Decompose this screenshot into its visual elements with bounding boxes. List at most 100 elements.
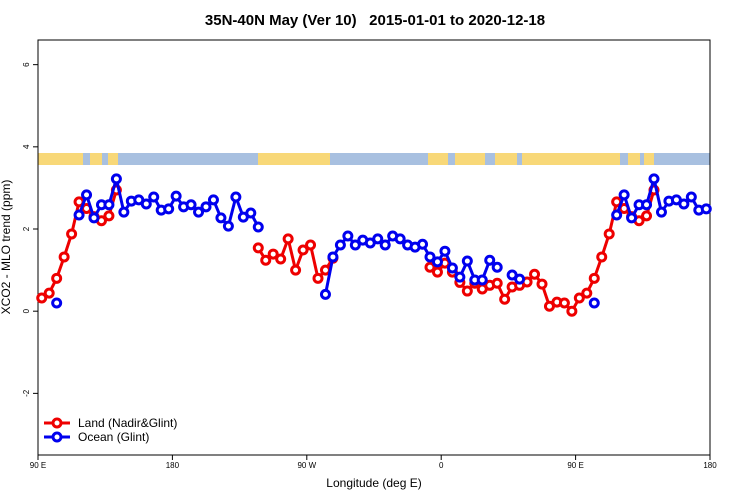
point	[618, 189, 630, 201]
point	[431, 256, 443, 268]
point	[641, 199, 653, 211]
plot-frame	[37, 39, 711, 456]
point	[319, 288, 331, 300]
point	[51, 272, 63, 284]
point	[491, 277, 503, 289]
point	[566, 305, 578, 317]
point	[200, 201, 212, 213]
legend-label: Ocean (Glint)	[78, 430, 149, 444]
point	[334, 239, 346, 251]
point	[207, 194, 219, 206]
point	[596, 251, 608, 263]
point	[626, 212, 638, 224]
point	[148, 191, 160, 203]
point	[51, 297, 63, 309]
point	[536, 278, 548, 290]
point	[700, 203, 712, 215]
point	[685, 191, 697, 203]
point	[655, 206, 667, 218]
point	[185, 199, 197, 211]
point	[394, 233, 406, 245]
point	[163, 203, 175, 215]
point	[431, 266, 443, 278]
point	[484, 254, 496, 266]
point	[73, 209, 85, 221]
point	[342, 230, 354, 242]
point	[267, 248, 279, 260]
x-tick-label: 90 E	[30, 461, 46, 470]
point	[193, 206, 205, 218]
point	[581, 287, 593, 299]
point	[424, 251, 436, 263]
point	[349, 239, 361, 251]
point	[446, 262, 458, 274]
point	[58, 251, 70, 263]
point	[252, 221, 264, 233]
x-tick-label: 90 E	[567, 461, 583, 470]
point	[252, 242, 264, 254]
point	[282, 233, 294, 245]
x-tick-label: 90 W	[297, 461, 316, 470]
point	[514, 273, 526, 285]
point	[170, 190, 182, 202]
y-tick-label: 4	[22, 144, 31, 149]
y-tick-label: -2	[22, 389, 31, 397]
point	[118, 206, 130, 218]
point	[558, 297, 570, 309]
point	[312, 272, 324, 284]
point	[588, 297, 600, 309]
point	[81, 189, 93, 201]
point	[88, 212, 100, 224]
point	[305, 239, 317, 251]
point	[417, 238, 429, 250]
point	[379, 239, 391, 251]
point	[461, 255, 473, 267]
point	[43, 287, 55, 299]
point	[439, 245, 451, 257]
legend-label: Land (Nadir&Glint)	[78, 416, 177, 430]
land-ocean-strip	[38, 153, 710, 165]
y-tick-label: 0	[22, 308, 31, 313]
point	[573, 292, 585, 304]
point	[222, 220, 234, 232]
point	[215, 212, 227, 224]
point	[611, 209, 623, 221]
chart-title: 35N-40N May (Ver 10) 2015-01-01 to 2020-…	[205, 12, 545, 29]
y-tick-label: 2	[22, 226, 31, 231]
point	[297, 244, 309, 256]
point	[103, 210, 115, 222]
point	[327, 251, 339, 263]
point	[372, 233, 384, 245]
point	[275, 253, 287, 265]
point	[491, 261, 503, 273]
y-axis-label: XCO2 - MLO trend (ppm)	[0, 180, 13, 315]
point	[603, 228, 615, 240]
legend-marker	[51, 417, 63, 429]
x-tick-label: 180	[703, 461, 717, 470]
x-tick-label: 180	[166, 461, 180, 470]
point	[424, 261, 436, 273]
x-tick-label: 0	[439, 461, 444, 470]
point	[648, 173, 660, 185]
y-tick-label: 6	[22, 62, 31, 67]
point	[588, 272, 600, 284]
legend-marker	[51, 431, 63, 443]
point	[678, 198, 690, 210]
point	[476, 274, 488, 286]
point	[290, 264, 302, 276]
point	[529, 268, 541, 280]
series-line	[40, 189, 656, 313]
point	[245, 207, 257, 219]
point	[103, 199, 115, 211]
point	[454, 271, 466, 283]
point	[260, 254, 272, 266]
point	[140, 198, 152, 210]
point	[461, 285, 473, 297]
point	[230, 191, 242, 203]
x-axis-label: Longitude (deg E)	[326, 476, 421, 490]
point	[641, 210, 653, 222]
point	[36, 292, 48, 304]
point	[499, 293, 511, 305]
point	[110, 173, 122, 185]
